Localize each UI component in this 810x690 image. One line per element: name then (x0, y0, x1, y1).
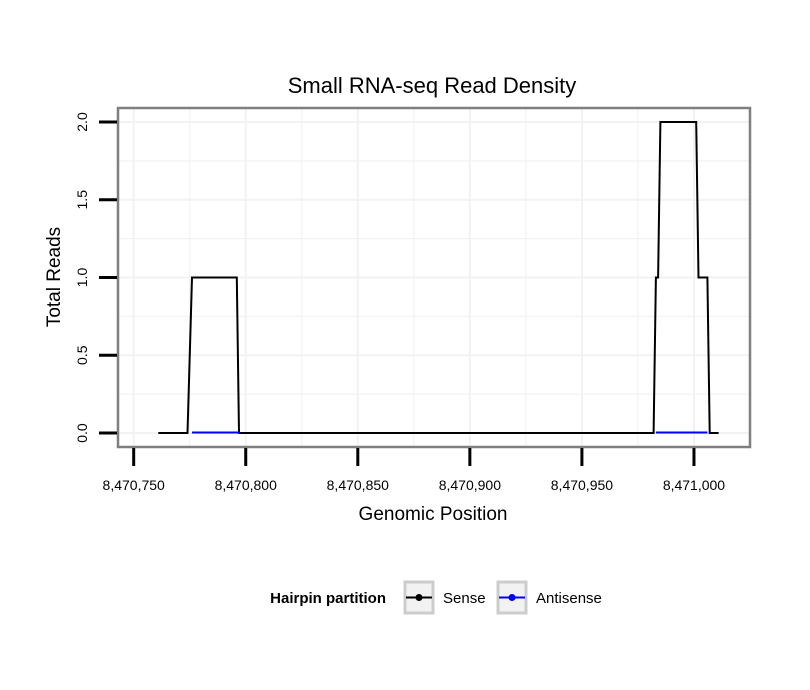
x-tick-label: 8,470,850 (327, 477, 389, 493)
y-tick-label: 2.0 (74, 112, 90, 132)
legend-label-sense: Sense (443, 590, 486, 607)
x-axis-title: Genomic Position (359, 504, 508, 525)
y-tick-label: 1.0 (74, 268, 90, 288)
legend-label-antisense: Antisense (536, 590, 602, 607)
y-tick-label: 0.5 (74, 345, 90, 365)
plot-border (116, 106, 752, 449)
y-tick-label: 0.0 (74, 423, 90, 443)
x-tick-label: 8,470,950 (551, 477, 613, 493)
x-tick-label: 8,471,000 (663, 477, 725, 493)
y-axis-title: Total Reads (44, 227, 65, 327)
x-tick-label: 8,470,900 (439, 477, 501, 493)
sense-series-line (158, 121, 719, 434)
chart-title: Small RNA-seq Read Density (288, 73, 577, 98)
y-tick-label: 1.5 (74, 190, 90, 210)
legend-title: Hairpin partition (270, 590, 386, 607)
x-tick-label: 8,470,800 (215, 477, 277, 493)
legend-key-point (508, 594, 516, 601)
legend-key-point (415, 594, 423, 601)
legend: Hairpin partition Sense Antisense (270, 580, 602, 615)
x-tick-label: 8,470,750 (103, 477, 165, 493)
